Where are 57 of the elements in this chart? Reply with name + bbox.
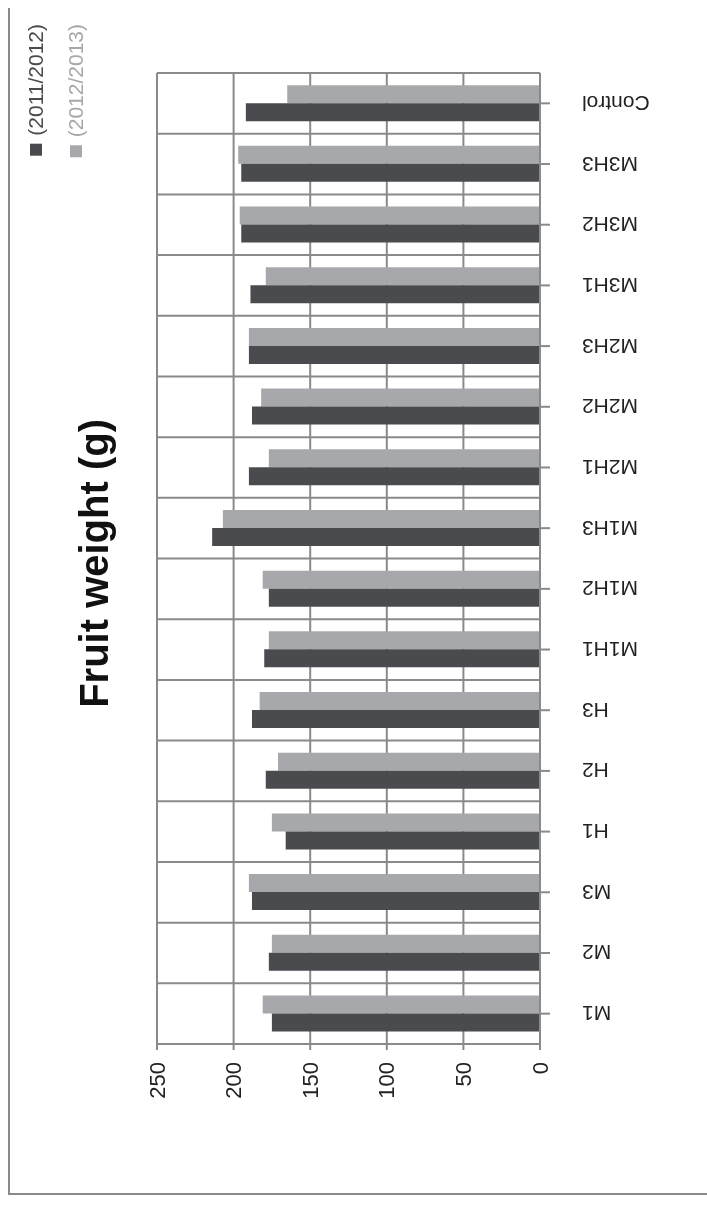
- y-tick-label: Control: [582, 91, 650, 115]
- y-tick-label: H3: [582, 698, 609, 722]
- bar: [268, 449, 540, 468]
- x-tick-label: 50: [450, 1062, 476, 1087]
- y-tick-label: M1H2: [582, 577, 639, 601]
- x-tick-label: 100: [374, 1062, 400, 1099]
- bar: [268, 631, 540, 650]
- bar: [265, 770, 540, 789]
- bar: [287, 85, 540, 104]
- bar: [268, 588, 540, 607]
- x-tick-label: 150: [297, 1062, 323, 1099]
- bar: [248, 345, 540, 364]
- y-tick-label: M1H1: [582, 638, 639, 662]
- y-tick-label: M1: [582, 1002, 612, 1026]
- y-axis-title: Fruit weight (g): [72, 418, 117, 708]
- bar: [259, 692, 540, 711]
- bar: [248, 327, 540, 346]
- bar: [250, 285, 540, 304]
- y-tick-label: M1H3: [582, 516, 639, 540]
- bar: [248, 467, 540, 486]
- bar: [261, 388, 540, 407]
- bar: [278, 752, 540, 771]
- x-tick-label: 200: [221, 1062, 247, 1099]
- bar: [248, 874, 540, 893]
- bar: [238, 145, 540, 164]
- bar: [271, 813, 540, 832]
- y-tick-label: H2: [582, 759, 609, 783]
- y-tick-label: M3H2: [582, 213, 639, 237]
- bar: [285, 831, 540, 850]
- text: (2012/2013): [64, 24, 88, 138]
- bar: [239, 206, 540, 225]
- bar: [264, 649, 540, 668]
- bar: [265, 267, 540, 286]
- y-tick-label: M3H3: [582, 152, 639, 176]
- x-tick-label: 0: [527, 1062, 553, 1075]
- y-tick-label: M2: [582, 941, 612, 965]
- bar: [245, 103, 540, 122]
- bar: [271, 934, 540, 953]
- y-tick-label: H1: [582, 820, 609, 844]
- x-tick-label: 250: [144, 1062, 170, 1099]
- bar: [251, 710, 540, 729]
- bar: [212, 527, 540, 546]
- y-tick-label: M2H3: [582, 334, 639, 358]
- bar: [268, 952, 540, 971]
- y-tick-label: M2H2: [582, 395, 639, 419]
- bar: [251, 406, 540, 425]
- bar: [262, 570, 540, 589]
- bar: [222, 509, 540, 528]
- y-tick-label: M2H1: [582, 455, 639, 479]
- text: (2011/2012): [24, 24, 48, 136]
- bar: [241, 163, 540, 182]
- y-tick-label: M3: [582, 880, 612, 904]
- bar: [251, 892, 540, 911]
- bar: [241, 224, 540, 243]
- bar: [262, 995, 540, 1014]
- y-tick-label: M3H1: [582, 273, 639, 297]
- bar: [271, 1013, 540, 1032]
